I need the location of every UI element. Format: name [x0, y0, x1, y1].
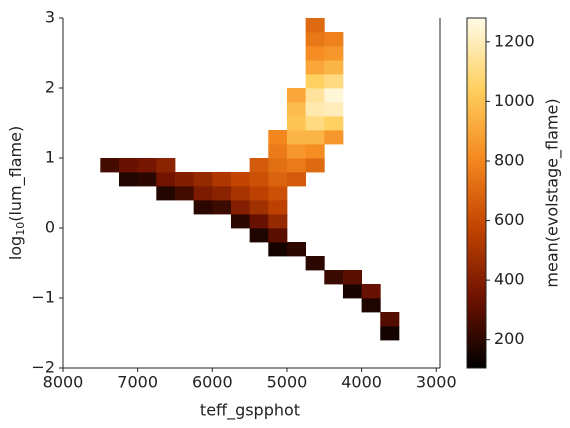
- heatmap-cell: [305, 18, 325, 33]
- heatmap-cell: [361, 284, 381, 299]
- y-label-part: (lum_flame): [6, 126, 26, 222]
- heatmap-cell: [156, 186, 176, 201]
- heatmap-cell: [268, 130, 288, 145]
- heatmap-cell: [305, 32, 325, 47]
- x-tick-label: 8000: [43, 373, 84, 392]
- heatmap-cell: [324, 116, 344, 131]
- heatmap-cell: [286, 144, 307, 159]
- heatmap-cell: [156, 172, 176, 187]
- y-tick-label: 1: [45, 148, 55, 167]
- heatmap-cell: [193, 186, 213, 201]
- colorbar-tick-label: 1000: [494, 91, 535, 110]
- heatmap-cell: [305, 60, 325, 75]
- heatmap-cell: [193, 172, 213, 187]
- y-label-part: log: [6, 236, 25, 260]
- heatmap-cell: [268, 242, 288, 257]
- heatmap-cell: [118, 172, 139, 187]
- y-tick-label: 2: [45, 78, 55, 97]
- heatmap-cell: [174, 186, 195, 201]
- heatmap-cell: [193, 200, 213, 215]
- heatmap-cell: [305, 88, 325, 103]
- x-tick-label: 5000: [267, 373, 308, 392]
- heatmap-cell: [305, 130, 325, 145]
- heatmap-cell: [230, 172, 251, 187]
- heatmap-cell: [305, 102, 325, 117]
- heatmap-cell: [230, 186, 251, 201]
- heatmap-cell: [249, 158, 269, 173]
- heatmap-cell: [268, 186, 288, 201]
- heatmap-cell: [324, 130, 344, 145]
- heatmap-cell: [286, 116, 307, 131]
- heatmap-cell: [137, 158, 157, 173]
- colorbar-tick-label: 400: [494, 270, 525, 289]
- heatmap-cell: [305, 46, 325, 61]
- heatmap-cell: [268, 172, 288, 187]
- heatmap-cell: [212, 186, 232, 201]
- heatmap-cell: [137, 172, 157, 187]
- heatmap-cell: [249, 228, 269, 243]
- y-tick-label: 3: [45, 8, 55, 27]
- colorbar-tick-label: 800: [494, 150, 525, 169]
- heatmap-cell: [249, 186, 269, 201]
- colorbar-label: mean(evolstage_flame): [543, 98, 563, 287]
- heatmap-cell: [361, 298, 381, 313]
- y-label-subscript: 10: [14, 222, 27, 236]
- colorbar-tick-label: 600: [494, 210, 525, 229]
- heatmap-cell: [342, 284, 363, 299]
- heatmap-cell: [305, 74, 325, 89]
- heatmap-cell: [268, 158, 288, 173]
- heatmap-cell: [268, 228, 288, 243]
- colorbar: [466, 17, 487, 369]
- x-tick-label: 7000: [117, 373, 158, 392]
- colorbar-tick-label: 200: [494, 329, 525, 348]
- heatmap-cell: [249, 200, 269, 215]
- x-tick-label: 4000: [341, 373, 382, 392]
- heatmap-cell: [286, 88, 307, 103]
- heatmap-cell: [230, 214, 251, 229]
- heatmap-cell: [324, 270, 344, 285]
- heatmap-cell: [286, 102, 307, 117]
- heatmap-cell: [324, 88, 344, 103]
- heatmap-cell: [174, 172, 195, 187]
- heatmap-cell: [324, 32, 344, 47]
- heatmap-cell: [249, 214, 269, 229]
- heatmap-cell: [212, 200, 232, 215]
- y-tick-label: −1: [31, 288, 55, 307]
- heatmap-cell: [286, 172, 307, 187]
- heatmap-cell: [305, 116, 325, 131]
- heatmap-cell: [324, 60, 344, 75]
- heatmap-cell: [118, 158, 139, 173]
- x-axis-label: teff_gspphot: [200, 401, 300, 421]
- y-tick-label: 0: [45, 218, 55, 237]
- heatmap-cell: [286, 158, 307, 173]
- heatmap-cell: [324, 102, 344, 117]
- heatmap-cell: [342, 270, 363, 285]
- y-axis-label: log10(lum_flame): [6, 126, 28, 260]
- x-tick-label: 6000: [192, 373, 233, 392]
- heatmap-cell: [286, 242, 307, 257]
- heatmap-cell: [380, 326, 400, 341]
- heatmap-cell: [156, 158, 176, 173]
- x-tick-label: 3000: [416, 373, 457, 392]
- heatmap-cell: [380, 312, 400, 327]
- colorbar-tick-label: 1200: [494, 31, 535, 50]
- heatmap-cell: [324, 46, 344, 61]
- heatmap-cell: [324, 74, 344, 89]
- heatmap-cell: [305, 144, 325, 159]
- heatmap-cell: [305, 256, 325, 271]
- heatmap-cell: [268, 200, 288, 215]
- heatmap-cell: [286, 130, 307, 145]
- heatmap-cell: [268, 144, 288, 159]
- heatmap-cell: [268, 214, 288, 229]
- heatmap-cell: [230, 200, 251, 215]
- heatmap-cell: [305, 158, 325, 173]
- heatmap-cell: [249, 172, 269, 187]
- heatmap-cell: [212, 172, 232, 187]
- y-tick-label: −2: [31, 358, 55, 377]
- heatmap-cell: [100, 158, 120, 173]
